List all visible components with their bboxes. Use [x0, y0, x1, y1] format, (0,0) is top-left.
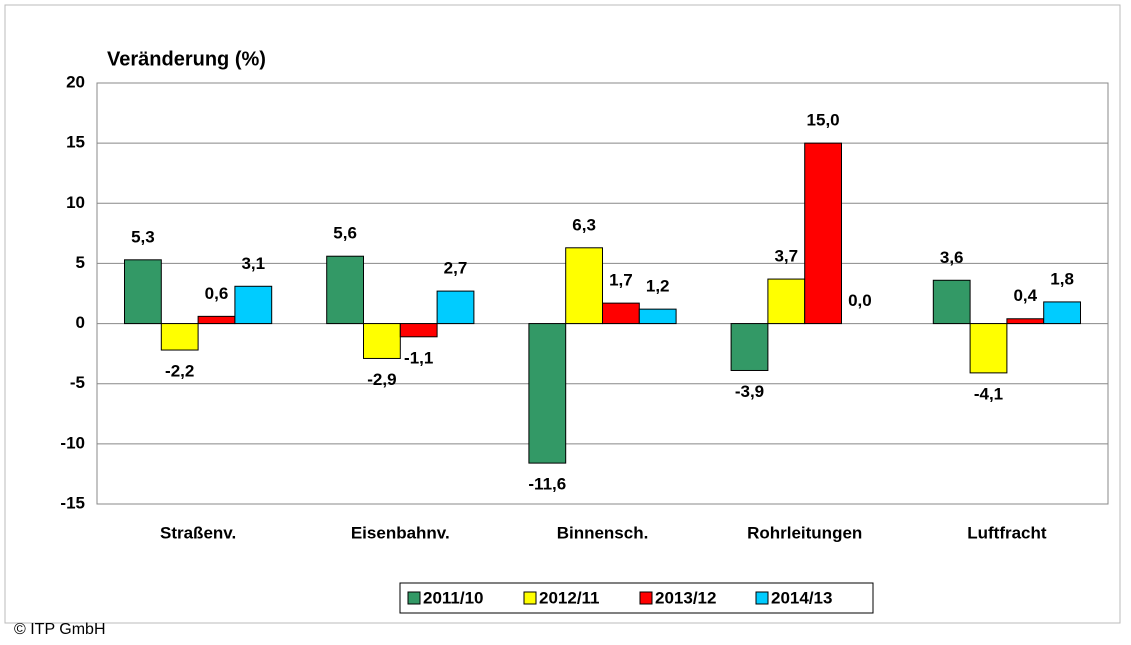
legend-swatch [523, 591, 537, 605]
y-axis-title: Veränderung (%) [107, 48, 266, 70]
x-tick-label: Eisenbahnv. [351, 523, 450, 542]
legend-box [399, 582, 874, 614]
legend-swatch [755, 591, 769, 605]
value-label: 1,2 [646, 277, 670, 296]
bar [197, 315, 236, 325]
bar [969, 323, 1008, 374]
x-tick-label: Rohrleitungen [747, 523, 862, 542]
value-label: 0,6 [205, 284, 229, 303]
value-label: 1,7 [609, 271, 633, 290]
x-tick-label: Luftfracht [967, 523, 1047, 542]
value-label: -1,1 [404, 348, 433, 367]
legend-label: 2011/10 [423, 588, 484, 607]
y-tick-label: 0 [76, 313, 85, 332]
bar [528, 323, 567, 464]
y-tick-label: 20 [66, 72, 85, 91]
bar [767, 278, 806, 325]
legend-label: 2012/11 [539, 588, 600, 607]
x-tick-label: Straßenv. [160, 523, 236, 542]
value-label: 1,8 [1050, 269, 1074, 288]
y-tick-label: -15 [60, 493, 85, 512]
value-label: -2,9 [367, 370, 396, 389]
bar [565, 247, 604, 325]
y-tick-label: 5 [76, 253, 85, 272]
value-label: 5,3 [131, 227, 155, 246]
bar [804, 142, 843, 325]
bar [1043, 301, 1081, 325]
value-label: 2,7 [444, 259, 468, 278]
bar [326, 255, 365, 325]
bar [399, 323, 438, 338]
value-label: 5,6 [333, 224, 357, 243]
value-label: -4,1 [974, 384, 1003, 403]
legend-label: 2014/13 [771, 588, 832, 607]
value-label: 3,6 [940, 248, 964, 267]
bar [1006, 318, 1045, 325]
bar [234, 285, 273, 325]
bar [932, 279, 971, 325]
value-label: 0,0 [848, 291, 872, 310]
legend-swatch [407, 591, 421, 605]
bar [436, 290, 475, 325]
bar [730, 323, 769, 371]
bar [160, 323, 199, 351]
value-label: -3,9 [735, 382, 764, 401]
value-label: -11,6 [528, 475, 566, 494]
value-label: -2,2 [165, 362, 194, 381]
x-tick-label: Binnensch. [557, 523, 649, 542]
bar [638, 308, 677, 325]
y-tick-label: 15 [66, 133, 85, 152]
y-tick-label: -5 [70, 373, 85, 392]
bar [363, 323, 401, 359]
legend-label: 2013/12 [655, 588, 716, 607]
legend-swatch [639, 591, 653, 605]
bar [602, 302, 640, 325]
bar [124, 259, 162, 325]
value-label: 3,1 [241, 254, 265, 273]
y-tick-label: 10 [66, 193, 85, 212]
value-label: 6,3 [572, 215, 596, 234]
value-label: 3,7 [774, 247, 798, 266]
value-label: 15,0 [807, 111, 840, 130]
footer: © ITP GmbH [14, 621, 106, 638]
y-tick-label: -10 [60, 433, 85, 452]
value-label: 0,4 [1013, 286, 1037, 305]
